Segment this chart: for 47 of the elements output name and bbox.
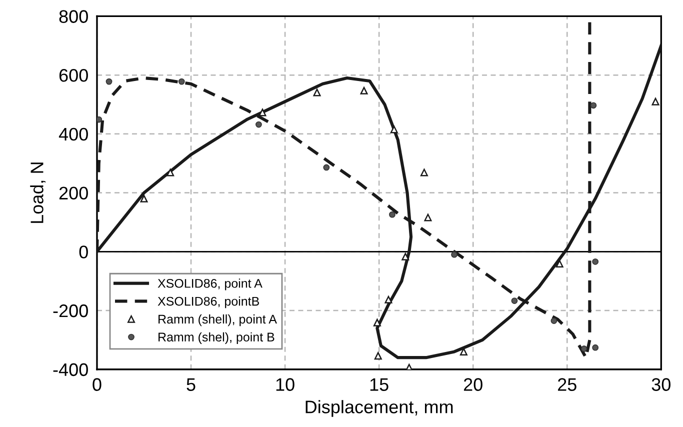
point bbox=[451, 251, 458, 258]
point bbox=[390, 126, 398, 134]
point bbox=[580, 346, 588, 352]
point bbox=[140, 194, 148, 202]
x-tick-label: 10 bbox=[276, 378, 294, 391]
x-tick-label: 5 bbox=[186, 378, 196, 391]
legend-label: XSOLID86, point A bbox=[158, 278, 262, 290]
point bbox=[420, 168, 428, 176]
point bbox=[323, 164, 330, 171]
point bbox=[166, 168, 174, 176]
x-tick-label: 0 bbox=[92, 378, 102, 391]
point bbox=[652, 98, 660, 106]
point bbox=[374, 352, 382, 360]
point bbox=[424, 214, 432, 222]
point bbox=[256, 121, 262, 128]
y-tick-label: 0 bbox=[79, 246, 88, 258]
y-tick-label: 600 bbox=[59, 69, 88, 82]
legend-label: Ramm (shell), point A bbox=[158, 314, 277, 326]
y-tick-label: -400 bbox=[53, 363, 88, 376]
point bbox=[592, 258, 599, 265]
legend-label: XSOLID86, pointB bbox=[158, 296, 259, 308]
point bbox=[96, 116, 102, 123]
point bbox=[402, 252, 410, 260]
point bbox=[258, 108, 266, 116]
x-tick-label: 25 bbox=[558, 378, 576, 391]
point bbox=[106, 78, 112, 85]
y-tick-label: 400 bbox=[58, 128, 88, 141]
x-tick-label: 20 bbox=[464, 378, 482, 391]
y-tick-label: 200 bbox=[59, 186, 88, 200]
point bbox=[178, 78, 185, 85]
point bbox=[360, 86, 368, 94]
point bbox=[590, 102, 597, 109]
point bbox=[389, 211, 396, 218]
legend-label: Ramm (shel), point B bbox=[158, 332, 274, 344]
point bbox=[550, 318, 558, 324]
y-tick-label: -200 bbox=[53, 304, 88, 318]
y-axis-title: Load, N bbox=[30, 162, 46, 223]
x-axis-title: Displacement, mm bbox=[306, 400, 453, 417]
point bbox=[373, 318, 381, 326]
point bbox=[384, 296, 392, 304]
point bbox=[592, 344, 599, 351]
y-tick-label: 800 bbox=[59, 10, 88, 23]
x-tick-label: 15 bbox=[370, 378, 388, 391]
point bbox=[556, 260, 564, 268]
x-tick-label: 30 bbox=[652, 378, 670, 391]
point bbox=[511, 298, 518, 304]
point bbox=[313, 88, 321, 96]
